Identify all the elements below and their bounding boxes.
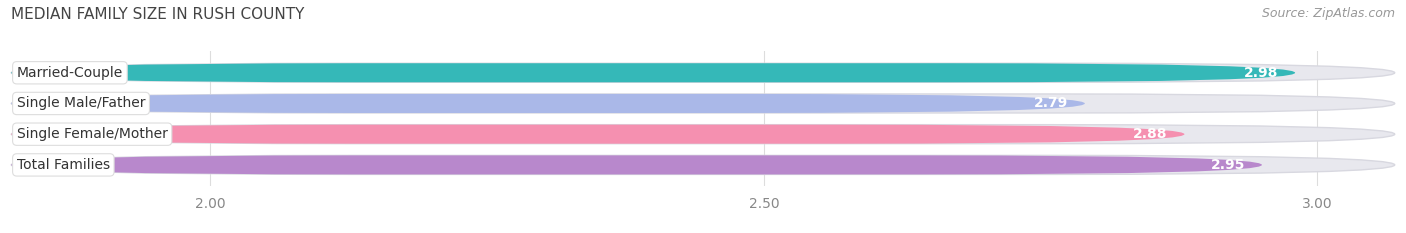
Text: Single Male/Father: Single Male/Father: [17, 96, 145, 110]
Text: 2.88: 2.88: [1133, 127, 1168, 141]
FancyBboxPatch shape: [11, 125, 1184, 144]
Text: 2.98: 2.98: [1244, 66, 1278, 80]
Text: Total Families: Total Families: [17, 158, 110, 172]
FancyBboxPatch shape: [11, 155, 1395, 175]
FancyBboxPatch shape: [11, 155, 1263, 175]
Text: 2.79: 2.79: [1033, 96, 1069, 110]
FancyBboxPatch shape: [11, 94, 1395, 113]
FancyBboxPatch shape: [11, 63, 1295, 82]
Text: Single Female/Mother: Single Female/Mother: [17, 127, 167, 141]
Text: Married-Couple: Married-Couple: [17, 66, 124, 80]
FancyBboxPatch shape: [11, 125, 1395, 144]
FancyBboxPatch shape: [11, 63, 1395, 82]
Text: MEDIAN FAMILY SIZE IN RUSH COUNTY: MEDIAN FAMILY SIZE IN RUSH COUNTY: [11, 7, 305, 22]
Text: Source: ZipAtlas.com: Source: ZipAtlas.com: [1261, 7, 1395, 20]
FancyBboxPatch shape: [11, 94, 1085, 113]
Text: 2.95: 2.95: [1211, 158, 1246, 172]
